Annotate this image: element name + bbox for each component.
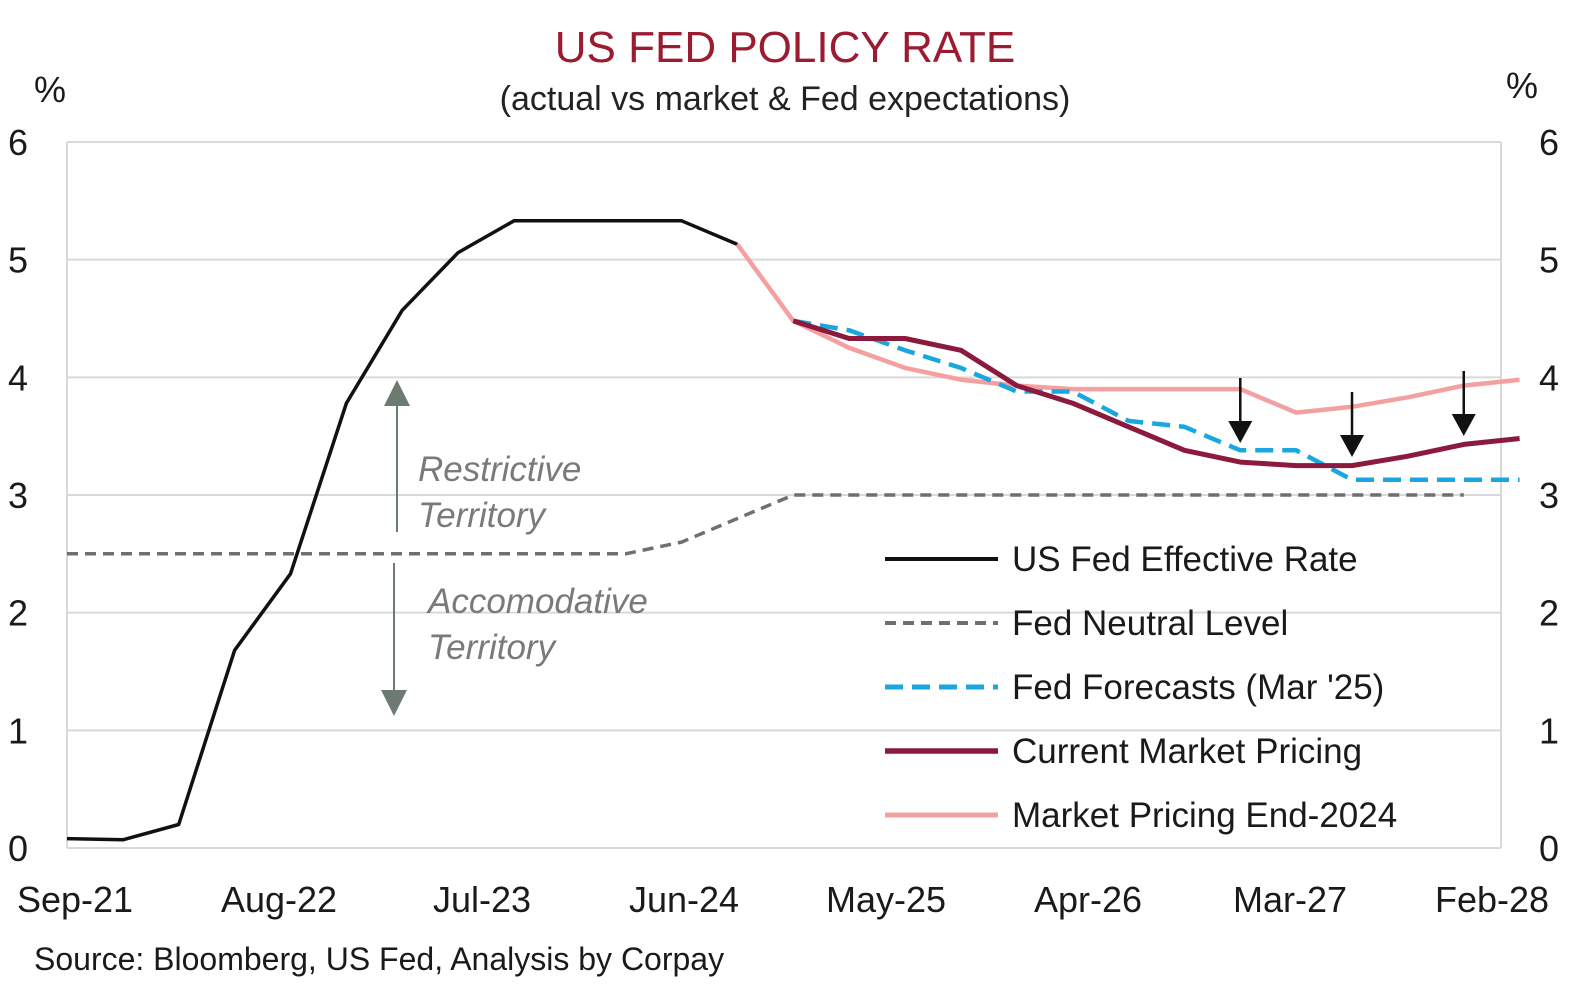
legend-label: Fed Neutral Level [1012, 604, 1288, 643]
x-tick-label: Mar-27 [1233, 879, 1347, 920]
y-tick-label-right: 3 [1539, 475, 1559, 516]
y-tick-label-left: 2 [8, 593, 28, 634]
down-arrow-icon [1340, 435, 1365, 457]
x-tick-label: May-25 [826, 879, 946, 920]
annotation-accomodative-1: Accomodative [426, 582, 648, 621]
line-market-pricing-end-2024 [735, 243, 1520, 415]
y-ticks-right: 0 1 2 3 4 5 6 [1539, 122, 1559, 869]
y-tick-label-left: 0 [8, 828, 28, 869]
legend: US Fed Effective Rate Fed Neutral Level Fe… [885, 540, 1397, 835]
y-tick-label-right: 0 [1539, 828, 1559, 869]
y-tick-label-left: 5 [8, 240, 28, 281]
source-note: Source: Bloomberg, US Fed, Analysis by C… [34, 941, 724, 977]
y-tick-label-right: 1 [1539, 710, 1559, 751]
y-tick-label-left: 6 [8, 122, 28, 163]
y-unit-right: % [1506, 65, 1538, 106]
x-tick-label: Apr-26 [1034, 879, 1142, 920]
down-arrow-icon [1451, 414, 1476, 436]
line-fed-neutral-level [67, 493, 1464, 556]
y-ticks-left: 0 1 2 3 4 5 6 [8, 122, 28, 869]
down-arrow-icon [1228, 421, 1253, 443]
annotation-restrictive-2: Territory [418, 496, 548, 535]
line-fed-forecasts [792, 318, 1520, 482]
up-arrow-icon [384, 380, 410, 406]
y-tick-label-right: 5 [1539, 240, 1559, 281]
legend-label: Current Market Pricing [1012, 732, 1362, 771]
y-tick-label-left: 1 [8, 710, 28, 751]
y-tick-label-left: 3 [8, 475, 28, 516]
grid [66, 141, 1502, 849]
x-tick-label: Sep-21 [17, 879, 133, 920]
chart-title: US FED POLICY RATE [555, 23, 1015, 72]
chart-subtitle: (actual vs market & Fed expectations) [500, 80, 1071, 118]
x-tick-label: Jun-24 [629, 879, 739, 920]
y-unit-left: % [34, 69, 66, 110]
x-ticks: Sep-21 Aug-22 Jul-23 Jun-24 May-25 Apr-26 Mar-… [17, 879, 1549, 920]
annotation-accomodative-2: Territory [428, 628, 558, 667]
legend-item-fed-forecasts: Fed Forecasts (Mar '25) [885, 668, 1384, 707]
series-layer [66, 219, 1520, 842]
legend-item-us-fed-effective-rate: US Fed Effective Rate [885, 540, 1358, 579]
down-arrow-icon [381, 690, 407, 716]
legend-item-fed-neutral-level: Fed Neutral Level [885, 604, 1288, 643]
legend-label: Market Pricing End-2024 [1012, 796, 1397, 835]
legend-item-market-pricing-end-2024: Market Pricing End-2024 [885, 796, 1397, 835]
legend-label: Fed Forecasts (Mar '25) [1012, 668, 1384, 707]
legend-item-current-market-pricing: Current Market Pricing [885, 732, 1362, 771]
y-tick-label-right: 6 [1539, 122, 1559, 163]
y-tick-label-right: 2 [1539, 593, 1559, 634]
line-current-market-pricing [792, 318, 1520, 469]
y-tick-label-right: 4 [1539, 357, 1559, 398]
down-arrows [1228, 371, 1476, 457]
y-tick-label-left: 4 [8, 357, 28, 398]
line-us-fed-effective-rate [66, 219, 739, 842]
x-tick-label: Feb-28 [1435, 879, 1549, 920]
territory-arrows [381, 380, 410, 716]
legend-label: US Fed Effective Rate [1012, 540, 1358, 579]
x-tick-label: Jul-23 [433, 879, 531, 920]
annotation-restrictive-1: Restrictive [418, 450, 581, 489]
x-tick-label: Aug-22 [221, 879, 337, 920]
